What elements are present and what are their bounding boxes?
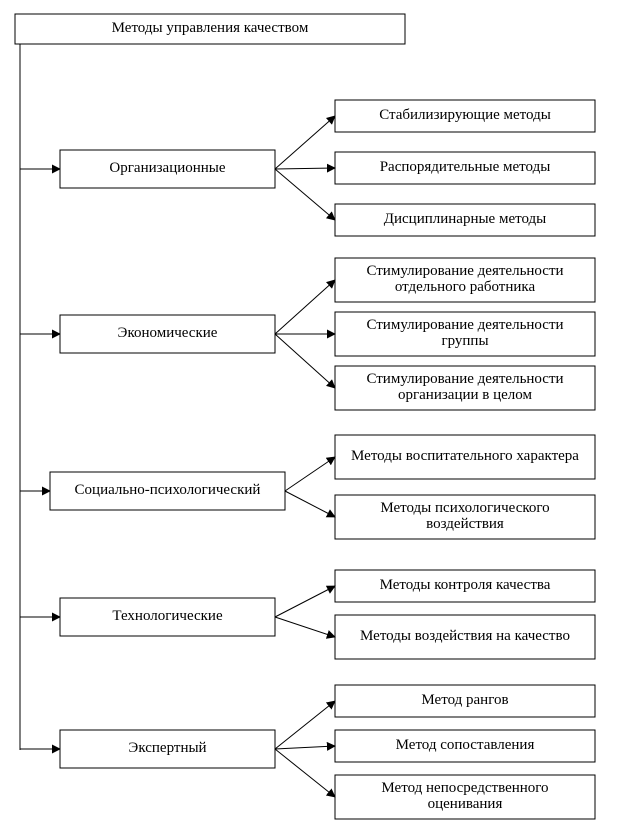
- root-label: Методы управления качеством: [112, 20, 309, 36]
- arrow-socio-1: [285, 491, 335, 517]
- category-label-expert: Экспертный: [128, 740, 206, 756]
- arrow-technological-1: [275, 617, 335, 637]
- arrow-socio-0: [285, 457, 335, 491]
- category-label-technological: Технологические: [112, 608, 223, 624]
- arrow-organizational-1: [275, 168, 335, 169]
- arrow-technological-0: [275, 586, 335, 617]
- child-label-expert-1: Метод сопоставления: [396, 737, 535, 753]
- child-label-economic-0: Стимулирование деятельностиотдельного ра…: [366, 263, 563, 295]
- child-label-organizational-2: Дисциплинарные методы: [384, 211, 547, 227]
- arrow-expert-2: [275, 749, 335, 797]
- arrow-organizational-0: [275, 116, 335, 169]
- arrow-economic-0: [275, 280, 335, 334]
- child-label-expert-0: Метод рангов: [421, 692, 508, 708]
- category-label-economic: Экономические: [118, 325, 218, 341]
- category-label-socio: Социально-психологический: [75, 482, 261, 498]
- child-label-technological-1: Методы воздействия на качество: [360, 628, 570, 644]
- child-label-socio-0: Методы воспитательного характера: [351, 448, 579, 464]
- arrow-expert-1: [275, 746, 335, 749]
- category-label-organizational: Организационные: [109, 160, 225, 176]
- arrow-organizational-2: [275, 169, 335, 220]
- child-label-organizational-0: Стабилизирующие методы: [379, 107, 551, 123]
- arrow-economic-2: [275, 334, 335, 388]
- child-label-organizational-1: Распорядительные методы: [380, 159, 551, 175]
- arrow-expert-0: [275, 701, 335, 749]
- child-label-technological-0: Методы контроля качества: [380, 577, 551, 593]
